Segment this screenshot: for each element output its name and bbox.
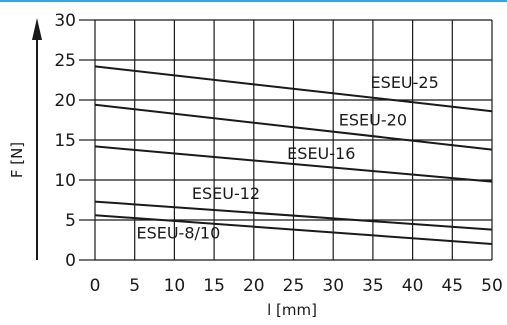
y-tick-label: 25 (54, 51, 76, 71)
y-axis-arrow-head (32, 18, 42, 40)
y-tick-labels: 0 5 10 15 20 25 30 (54, 11, 76, 271)
x-tick-label: 45 (441, 276, 463, 296)
series-label: ESEU-20 (339, 111, 407, 130)
series-lines (94, 65, 493, 245)
series-label: ESEU-16 (287, 144, 355, 163)
x-tick-label: 30 (322, 276, 344, 296)
x-tick-label: 25 (283, 276, 305, 296)
y-tick-label: 20 (54, 91, 76, 111)
y-tick-label: 30 (54, 11, 76, 31)
x-tick-label: 20 (243, 276, 265, 296)
x-tick-label: 35 (362, 276, 384, 296)
series-label: ESEU-12 (192, 184, 260, 203)
series-label: ESEU-8/10 (136, 223, 220, 242)
x-tick-label: 10 (164, 276, 186, 296)
y-axis-title: F [N] (8, 142, 26, 178)
x-tick-label: 40 (402, 276, 424, 296)
x-tick-label: 15 (203, 276, 225, 296)
y-tick-label: 10 (54, 171, 76, 191)
y-tick-label: 0 (65, 251, 76, 271)
x-axis-title: l [mm] (267, 301, 317, 319)
series-line (94, 145, 493, 183)
series-label: ESEU-25 (371, 73, 439, 92)
y-tick-label: 15 (54, 131, 76, 151)
x-tick-label: 50 (481, 276, 503, 296)
series-line (94, 214, 493, 245)
x-tick-labels: 0 5 10 15 20 25 30 35 40 45 50 (90, 276, 503, 296)
top-accent-line (0, 0, 507, 2)
x-tick-label: 5 (129, 276, 140, 296)
y-tick-label: 5 (65, 211, 76, 231)
x-tick-label: 0 (90, 276, 101, 296)
series-labels: ESEU-25 ESEU-20 ESEU-16 ESEU-12 ESEU-8/10 (136, 73, 438, 242)
series-line (94, 65, 493, 113)
series-line (94, 200, 493, 231)
series-line (94, 103, 493, 151)
